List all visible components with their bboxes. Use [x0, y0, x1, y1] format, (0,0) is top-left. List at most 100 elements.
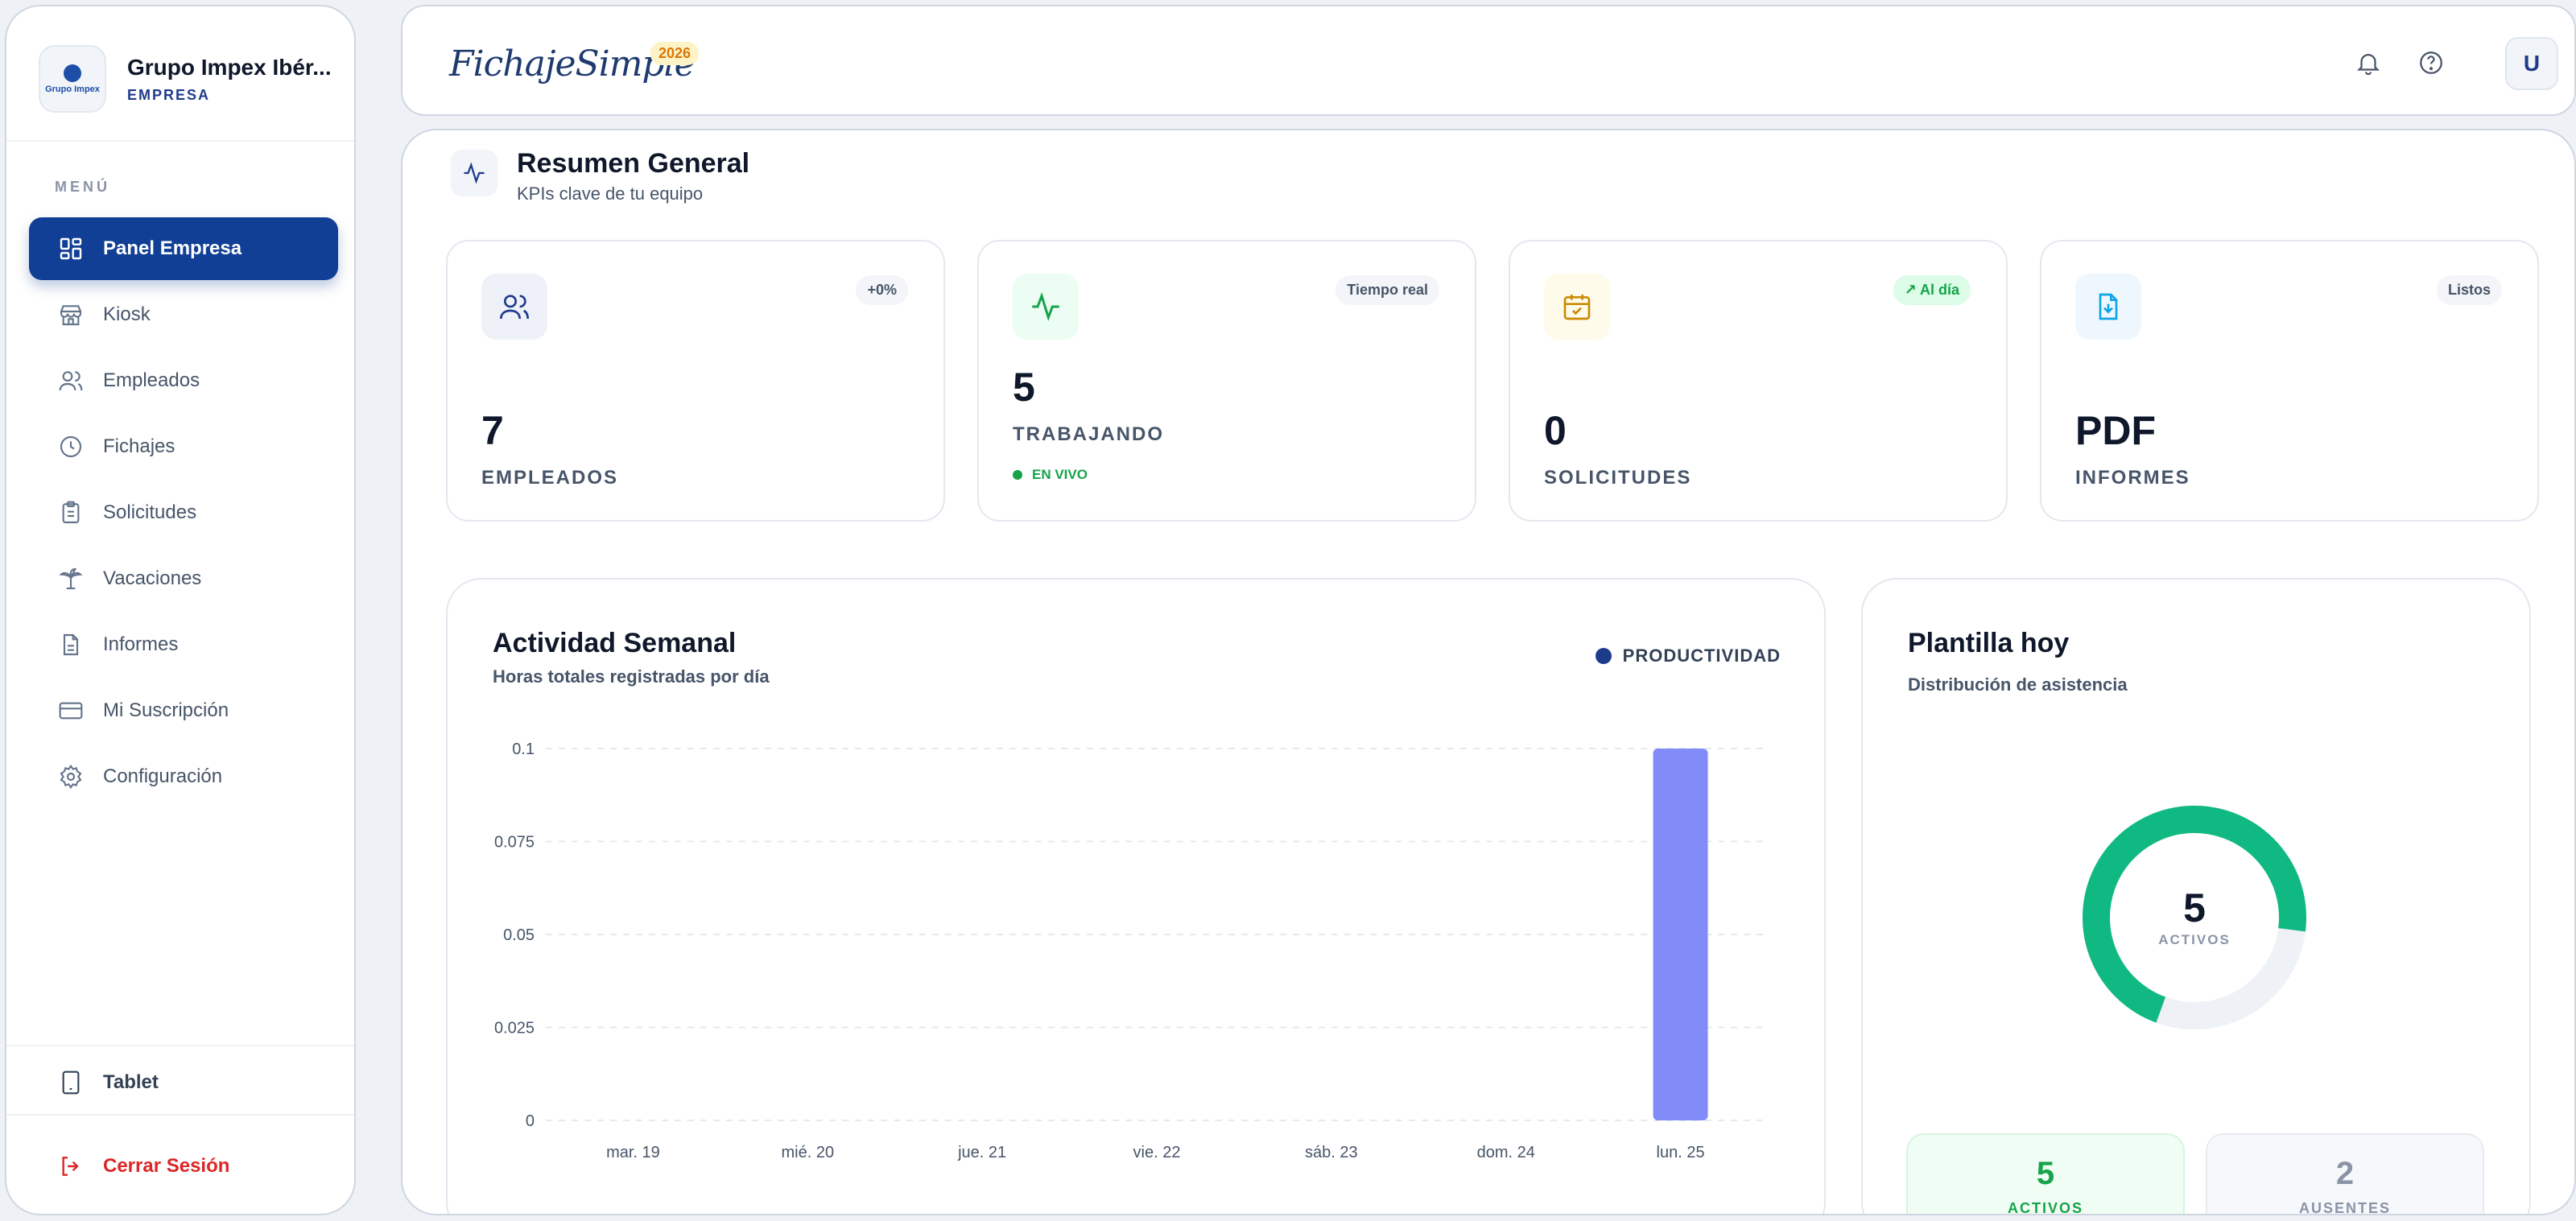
sidebar-item-label: Vacaciones: [103, 567, 202, 589]
live-label: EN VIVO: [1032, 467, 1088, 482]
sidebar-item-informes[interactable]: Informes: [29, 613, 338, 676]
kpi-label: TRABAJANDO: [1013, 423, 1164, 445]
kpi-card-informes[interactable]: Listos PDF INFORMES: [2040, 240, 2539, 522]
active-value: 5: [2036, 1156, 2055, 1191]
kpi-badge: Listos: [2436, 275, 2502, 305]
absent-value: 2: [2335, 1156, 2355, 1191]
year-badge: 2026: [650, 42, 700, 65]
attendance-donut: 5 ACTIVOS: [2079, 802, 2310, 1033]
kpi-badge: +0%: [856, 275, 908, 305]
y-tick-label: 0.05: [503, 926, 535, 944]
help-icon[interactable]: [2415, 47, 2447, 79]
x-tick-label: jue. 21: [957, 1144, 1006, 1161]
logout-label: Cerrar Sesión: [103, 1155, 230, 1177]
sidebar-item-label: Solicitudes: [103, 501, 197, 523]
main-nav: Panel Empresa Kiosk Empleados Fichajes S…: [29, 217, 338, 811]
tablet-button[interactable]: Tablet: [29, 1051, 338, 1114]
users-icon: [56, 366, 85, 395]
legend-label: PRODUCTIVIDAD: [1622, 646, 1781, 666]
kpi-label: SOLICITUDES: [1544, 467, 1692, 489]
divider: [6, 1114, 354, 1116]
legend-swatch: [1595, 648, 1612, 664]
y-tick-label: 0.025: [494, 1020, 535, 1037]
clock-icon: [56, 432, 85, 461]
activity-icon: [451, 150, 497, 196]
y-tick-label: 0.1: [512, 740, 535, 758]
sidebar-item-kiosk[interactable]: Kiosk: [29, 283, 338, 346]
sidebar-item-label: Fichajes: [103, 435, 175, 457]
sidebar-item-label: Informes: [103, 633, 179, 655]
sidebar-item-vacaciones[interactable]: Vacaciones: [29, 547, 338, 610]
company-logo-text: Grupo Impex: [45, 84, 100, 94]
active-label: ACTIVOS: [2007, 1200, 2083, 1215]
x-tick-label: mié. 20: [781, 1144, 834, 1161]
donut-label: ACTIVOS: [2158, 932, 2231, 947]
kpi-label: EMPLEADOS: [481, 467, 619, 489]
sidebar-item-configuracion[interactable]: Configuración: [29, 745, 338, 808]
x-tick-label: sáb. 23: [1305, 1144, 1358, 1161]
kpi-value: 7: [481, 408, 504, 453]
palm-tree-icon: [56, 564, 85, 593]
menu-title: MENÚ: [55, 179, 110, 195]
user-avatar[interactable]: U: [2505, 37, 2558, 90]
donut-chart: [2083, 806, 2306, 1029]
kpi-card-trabajando[interactable]: Tiempo real 5 TRABAJANDO EN VIVO: [977, 240, 1476, 522]
staff-today-card: Plantilla hoy Distribución de asistencia…: [1861, 578, 2531, 1215]
calendar-check-icon: [1544, 274, 1610, 340]
y-tick-label: 0.075: [494, 834, 535, 852]
kpi-value: PDF: [2075, 408, 2156, 453]
bar-chart: 0 0.025 0.05 0.075 0.1 mar. 19 mié. 20 jue. 21 v…: [494, 740, 1768, 1161]
kpi-badge: Tiempo real: [1335, 275, 1439, 305]
pulse-icon: [1013, 274, 1079, 340]
divider: [6, 140, 354, 142]
company-logo: Grupo Impex: [39, 45, 106, 113]
live-indicator: EN VIVO: [1013, 467, 1088, 483]
section-subtitle: KPIs clave de tu equipo: [517, 184, 704, 204]
y-tick-label: 0: [526, 1112, 535, 1130]
sidebar: Grupo Impex Grupo Impex Ibér... EMPRESA …: [5, 5, 356, 1215]
bar: [1653, 749, 1708, 1120]
chart-title: Actividad Semanal: [493, 628, 737, 658]
sidebar-item-label: Empleados: [103, 369, 200, 391]
sidebar-item-panel-empresa[interactable]: Panel Empresa: [29, 217, 338, 280]
gear-icon: [56, 762, 85, 791]
sidebar-item-solicitudes[interactable]: Solicitudes: [29, 481, 338, 544]
file-download-icon: [2075, 274, 2141, 340]
sidebar-item-label: Configuración: [103, 765, 223, 787]
users-icon: [481, 274, 547, 340]
store-icon: [56, 300, 85, 329]
staff-title: Plantilla hoy: [1908, 628, 2070, 658]
company-name: Grupo Impex Ibér...: [127, 54, 332, 80]
donut-active-segment: [2083, 806, 2306, 1029]
top-header: FichajeSimple 2026 U: [401, 5, 2576, 116]
credit-card-icon: [56, 696, 85, 725]
company-brand[interactable]: Grupo Impex Grupo Impex Ibér... EMPRESA: [39, 45, 345, 113]
bell-icon[interactable]: [2352, 47, 2384, 79]
kpi-card-solicitudes[interactable]: ↗ Al día 0 SOLICITUDES: [1509, 240, 2008, 522]
sidebar-item-label: Mi Suscripción: [103, 699, 229, 721]
chart-legend: PRODUCTIVIDAD: [1595, 646, 1781, 666]
section-title: Resumen General: [517, 148, 750, 179]
main-panel: Resumen General KPIs clave de tu equipo …: [401, 129, 2576, 1215]
x-tick-label: dom. 24: [1477, 1144, 1535, 1161]
sidebar-item-label: Kiosk: [103, 303, 151, 325]
active-stat: 5 ACTIVOS: [1906, 1133, 2185, 1215]
weekly-activity-card: Actividad Semanal Horas totales registra…: [446, 578, 1826, 1214]
x-tick-label: lun. 25: [1657, 1144, 1705, 1161]
kpi-label: INFORMES: [2075, 467, 2190, 489]
kpi-badge: ↗ Al día: [1893, 275, 1971, 305]
staff-subtitle: Distribución de asistencia: [1908, 674, 2128, 695]
x-tick-label: vie. 22: [1133, 1144, 1181, 1161]
sidebar-item-label: Panel Empresa: [103, 237, 242, 259]
kpi-card-empleados[interactable]: +0% 7 EMPLEADOS: [446, 240, 945, 522]
sidebar-item-fichajes[interactable]: Fichajes: [29, 415, 338, 478]
tablet-icon: [56, 1068, 85, 1097]
sidebar-item-empleados[interactable]: Empleados: [29, 349, 338, 412]
logout-button[interactable]: Cerrar Sesión: [29, 1135, 338, 1198]
divider: [6, 1045, 354, 1046]
dashboard-icon: [56, 234, 85, 263]
x-tick-label: mar. 19: [606, 1144, 660, 1161]
sidebar-item-mi-suscripcion[interactable]: Mi Suscripción: [29, 679, 338, 742]
kpi-value: 0: [1544, 408, 1567, 453]
absent-label: AUSENTES: [2298, 1200, 2391, 1215]
